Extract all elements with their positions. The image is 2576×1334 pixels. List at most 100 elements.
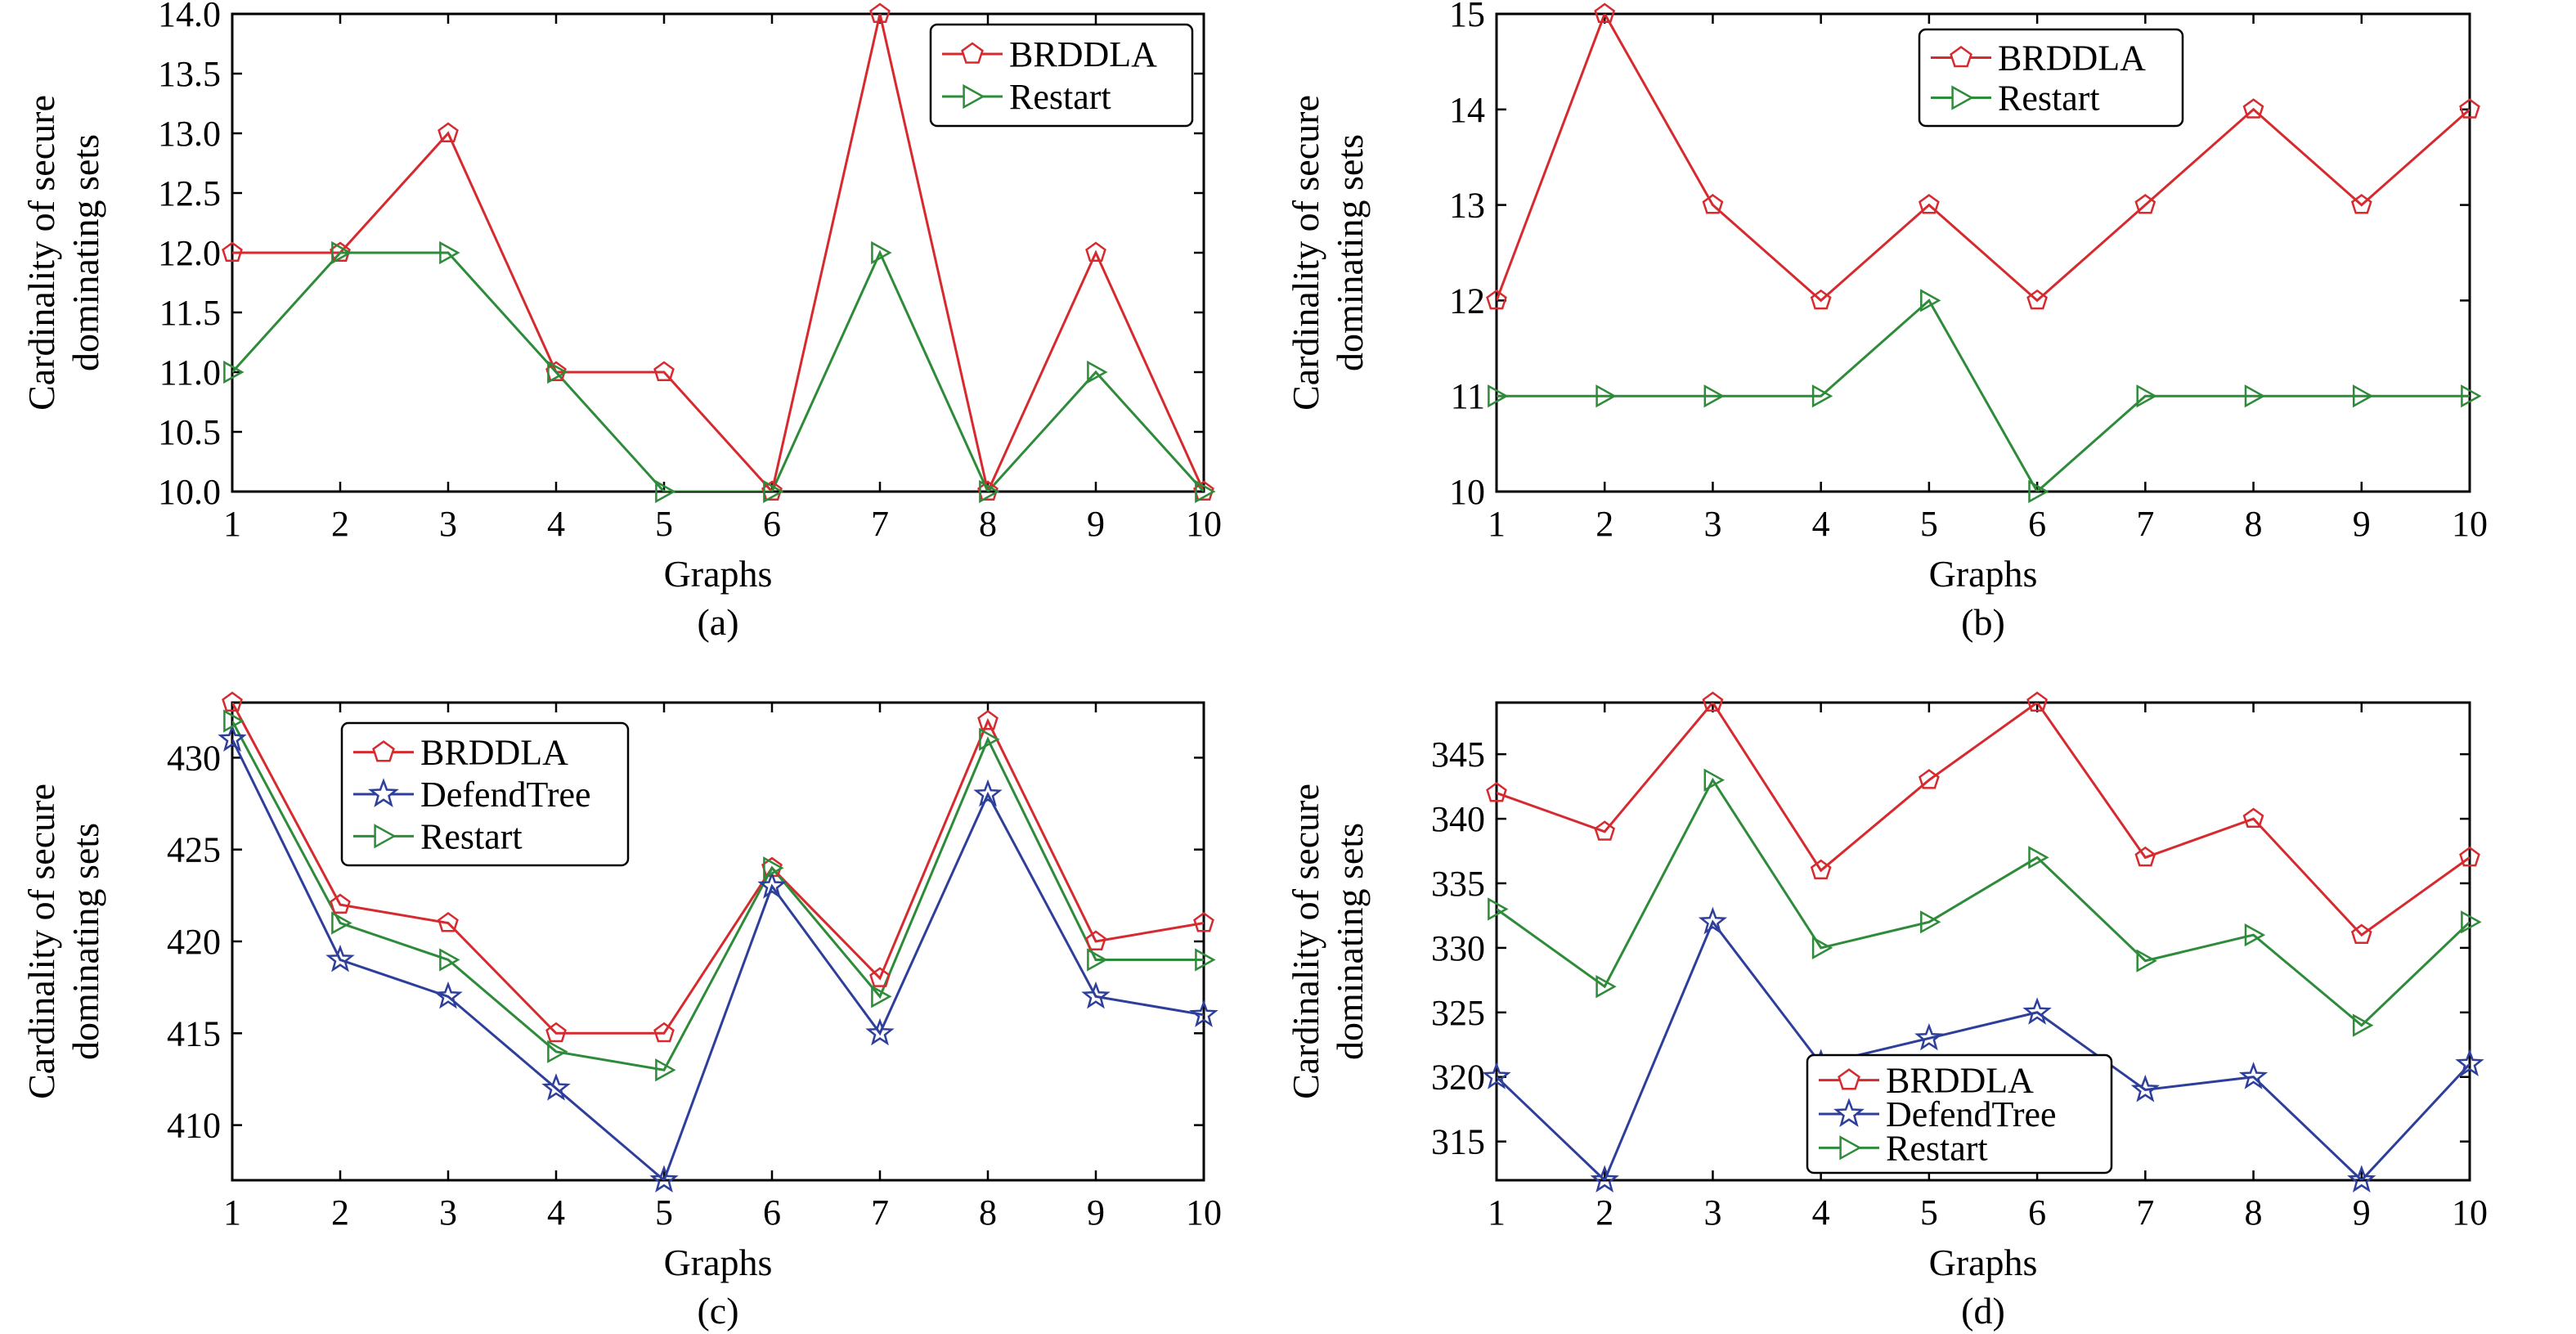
data-point-restart: [1488, 384, 1509, 408]
series-line-brddla: [232, 14, 1204, 492]
x-tick-label: 2: [331, 504, 349, 544]
data-point-restart: [2244, 923, 2266, 947]
legend-marker-restart: [1839, 1135, 1862, 1161]
data-point-restart: [2244, 384, 2266, 408]
data-point-restart: [2352, 384, 2374, 408]
x-tick-label: 3: [439, 504, 457, 544]
data-point-restart: [223, 709, 245, 733]
data-point-defendtree: [1482, 1062, 1511, 1089]
data-point-brddla: [2350, 923, 2372, 945]
y-tick-label: 330: [1431, 928, 1485, 968]
data-point-restart: [655, 1058, 676, 1082]
y-tick-label: 12.0: [158, 233, 221, 273]
chart-panel-1: 1 2 3 4 5 6 7 8 9 10 10.0 10.5 11.0 11.5 12.0 12.5 13.0 1…: [20, 0, 1222, 643]
x-tick-label: 8: [2245, 1193, 2263, 1233]
data-point-brddla: [330, 893, 351, 914]
legend-marker-restart: [963, 83, 985, 110]
legend-label-defendtree: DefendTree: [1886, 1094, 2057, 1134]
x-tick-label: 4: [547, 504, 565, 544]
data-point-brddla: [2242, 807, 2264, 829]
x-tick-label: 6: [763, 504, 781, 544]
data-point-defendtree: [433, 981, 463, 1009]
x-tick-label: 5: [655, 1193, 673, 1233]
x-tick-label: 4: [1812, 1193, 1830, 1233]
data-point-brddla: [222, 691, 243, 712]
x-tick-label: 10: [1186, 504, 1222, 544]
data-point-brddla: [1702, 691, 1724, 712]
x-tick-label: 7: [2136, 504, 2154, 544]
x-tick-label: 7: [2136, 1193, 2154, 1233]
legend-box: [1806, 1053, 2113, 1175]
x-tick-label: 5: [1920, 504, 1938, 544]
data-point-restart: [2461, 910, 2482, 934]
x-tick-label: 2: [1595, 1193, 1613, 1233]
x-tick-label: 4: [547, 1193, 565, 1233]
legend-marker-brddla: [961, 42, 984, 64]
y-tick-label: 10.0: [158, 472, 221, 512]
data-point-defendtree: [1914, 1022, 1944, 1051]
data-point-defendtree: [1081, 981, 1111, 1009]
y-tick-label: 340: [1431, 799, 1485, 839]
y-tick-label: 325: [1431, 993, 1485, 1033]
x-tick-label: 5: [655, 504, 673, 544]
data-point-restart: [1595, 975, 1617, 999]
data-point-restart: [1920, 289, 1941, 312]
legend-label-brddla: BRDDLA: [420, 733, 568, 773]
panel-label: (a): [697, 601, 738, 643]
data-point-defendtree: [1590, 1165, 1619, 1193]
x-axis-title: Graphs: [664, 1242, 773, 1283]
data-point-restart: [2028, 846, 2049, 869]
data-point-brddla: [1486, 781, 1507, 802]
x-tick-label: 7: [871, 1193, 889, 1233]
x-tick-label: 6: [763, 1193, 781, 1233]
y-tick-label: 335: [1431, 864, 1485, 904]
y-tick-label: 11.0: [159, 353, 221, 393]
y-tick-label: 13.0: [158, 114, 221, 154]
data-point-restart: [871, 240, 892, 265]
x-tick-label: 1: [1488, 1193, 1506, 1233]
y-tick-label: 11: [1451, 376, 1485, 416]
y-tick-label: 425: [167, 830, 221, 870]
x-tick-label: 3: [1703, 504, 1721, 544]
series-line-brddla: [1497, 703, 2470, 937]
data-point-restart: [1811, 384, 1833, 408]
y-tick-label: 12: [1449, 281, 1485, 321]
data-point-restart: [1703, 768, 1725, 792]
y-tick-label: 10: [1449, 472, 1485, 512]
x-tick-label: 9: [2353, 1193, 2371, 1233]
data-point-brddla: [1193, 911, 1214, 932]
data-point-defendtree: [2130, 1074, 2160, 1103]
y-tick-label: 420: [167, 922, 221, 962]
y-axis-title: Cardinality of securedominating sets: [20, 95, 106, 411]
x-tick-label: 1: [223, 504, 241, 544]
legend-box: [929, 23, 1194, 128]
y-axis-title: Cardinality of securedominating sets: [1285, 95, 1371, 411]
data-point-restart: [1595, 384, 1617, 408]
data-point-defendtree: [973, 779, 1003, 807]
y-tick-label: 430: [167, 738, 221, 778]
data-point-defendtree: [2238, 1062, 2269, 1089]
series-line-restart: [232, 249, 1204, 492]
legend-label-brddla: BRDDLA: [1998, 38, 2146, 79]
series-line-defendtree: [1497, 919, 2470, 1180]
data-point-restart: [439, 240, 460, 265]
y-tick-label: 12.5: [158, 173, 221, 213]
legend-marker-restart: [374, 824, 397, 849]
data-point-restart: [763, 856, 784, 880]
y-tick-label: 345: [1431, 734, 1485, 775]
legend-label-restart: Restart: [420, 816, 523, 856]
data-point-restart: [979, 479, 1000, 504]
y-tick-label: 13.5: [158, 54, 221, 94]
data-point-brddla: [977, 709, 999, 730]
data-point-brddla: [1486, 289, 1507, 310]
data-point-brddla: [222, 241, 243, 262]
legend-label-restart: Restart: [1009, 77, 1111, 117]
data-point-brddla: [869, 2, 891, 23]
series-line-restart: [1497, 299, 2470, 492]
plot-frame: [1495, 12, 2471, 493]
data-point-brddla: [653, 361, 675, 381]
